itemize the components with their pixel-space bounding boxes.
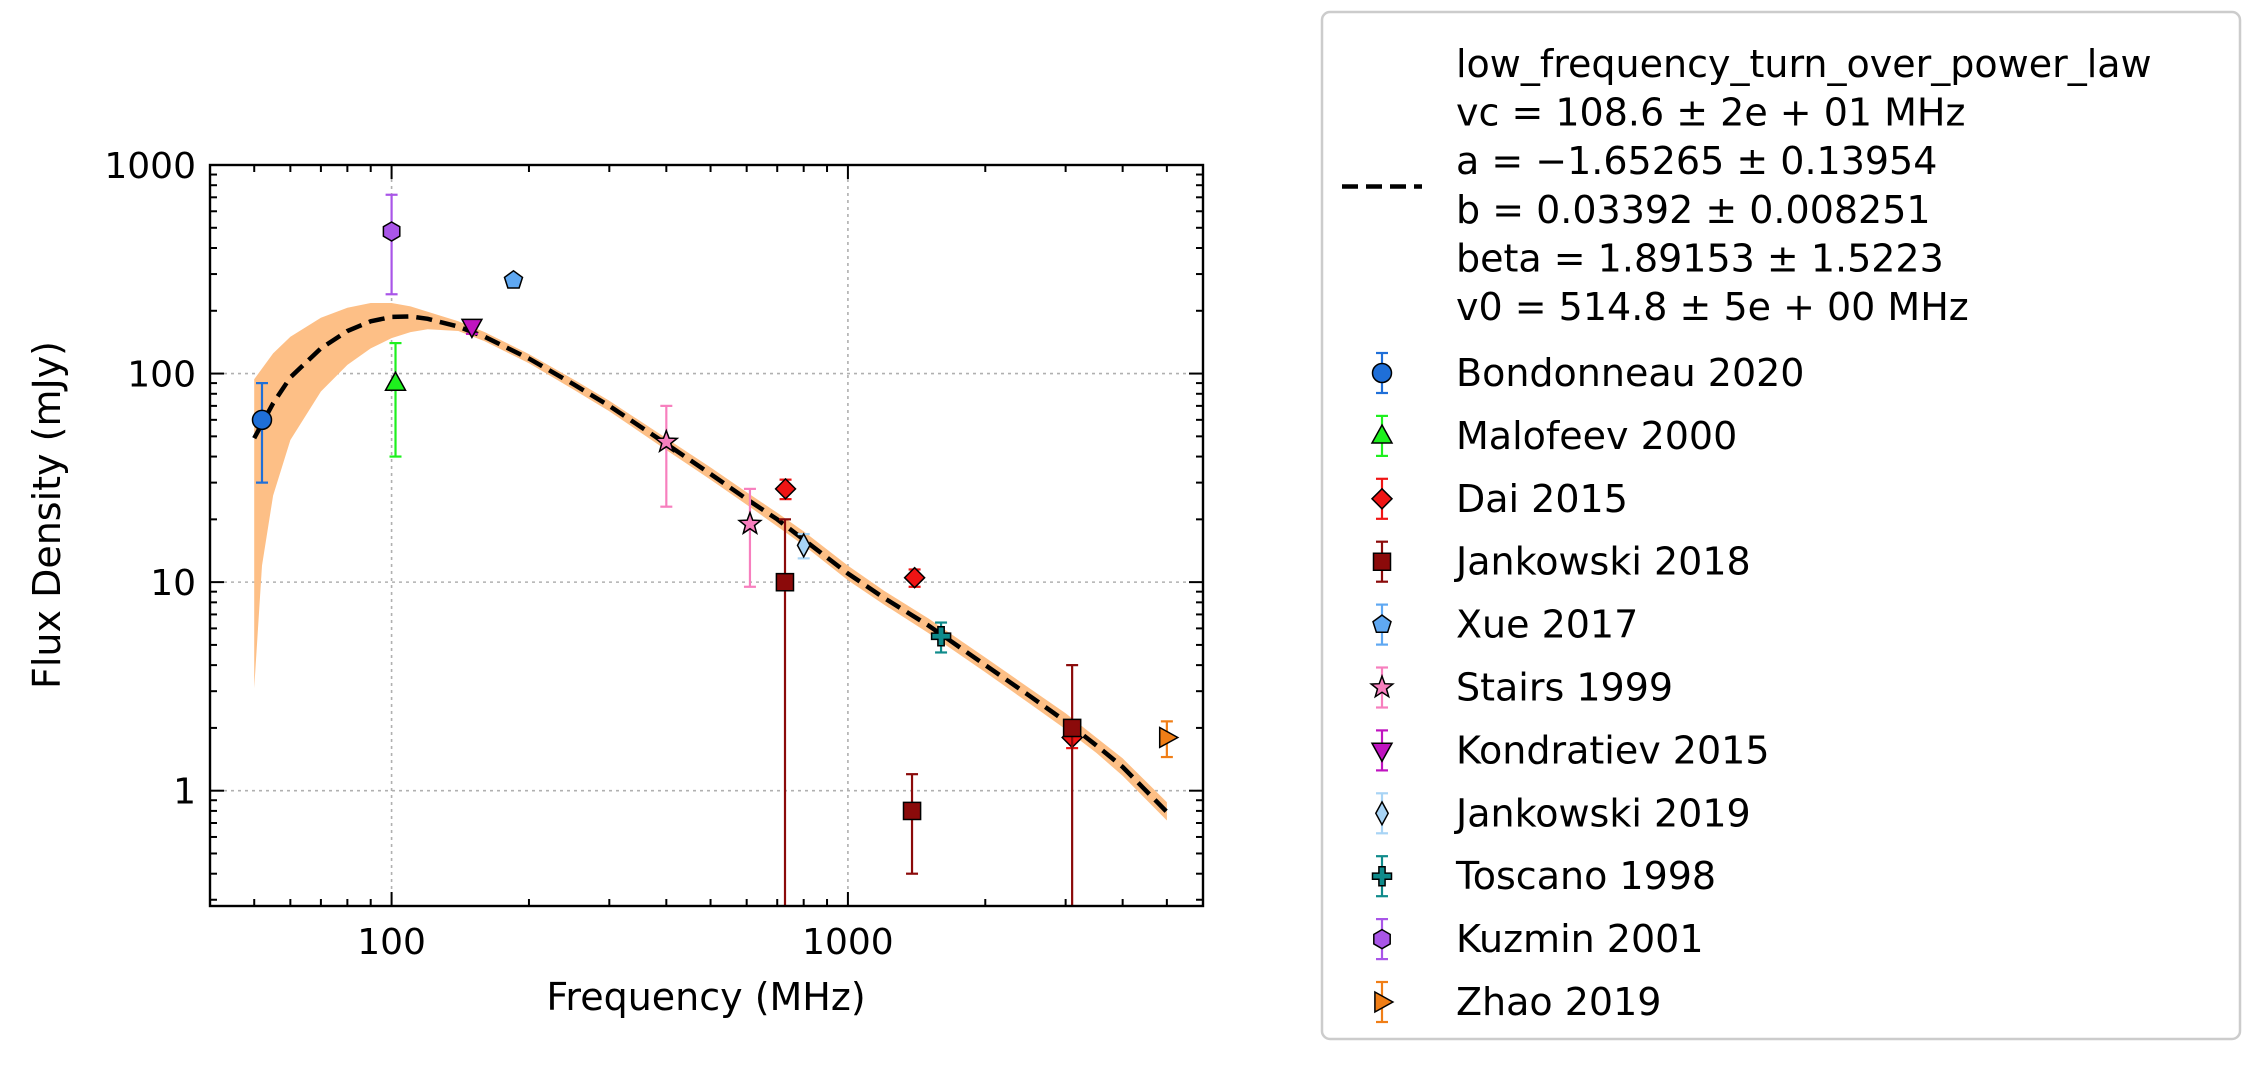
data-point-toscano-1998 — [930, 626, 952, 647]
legend-label-zhao-2019: Zhao 2019 — [1456, 980, 1661, 1024]
legend-label-dai-2015: Dai 2015 — [1456, 477, 1628, 521]
x-axis-label: Frequency (MHz) — [546, 975, 865, 1019]
data-point-kuzmin-2001 — [382, 221, 401, 242]
legend-marker-malofeev-2000 — [1370, 423, 1394, 444]
x-tick-label: 100 — [357, 922, 426, 963]
data-point-dai-2015 — [903, 566, 926, 589]
data-point-jankowski-2018 — [1062, 718, 1082, 738]
fit-uncertainty-band — [254, 303, 1167, 821]
legend-marker-dai-2015 — [1370, 487, 1394, 510]
data-point-jankowski-2019 — [796, 532, 811, 559]
plot-frame — [208, 163, 1205, 908]
legend-fit-text: v0 = 514.8 ± 5e + 00 MHz — [1456, 285, 1969, 329]
legend-label-kuzmin-2001: Kuzmin 2001 — [1456, 917, 1704, 961]
legend-marker-zhao-2019 — [1374, 990, 1395, 1014]
legend-label-kondratiev-2015: Kondratiev 2015 — [1456, 728, 1770, 772]
data-point-bondonneau-2020 — [251, 409, 273, 431]
data-point-stairs-1999 — [653, 428, 680, 453]
legend-marker-stairs-1999 — [1369, 673, 1395, 699]
legend-marker-kondratiev-2015 — [1370, 742, 1394, 763]
data-point-jankowski-2018 — [775, 572, 795, 592]
data-point-kondratiev-2015 — [460, 318, 484, 340]
legend-fit-text: low_frequency_turn_over_power_law — [1456, 42, 2152, 86]
legend-frame — [1320, 10, 2242, 1041]
grid-lines — [210, 164, 1203, 906]
legend-label-toscano-1998: Toscano 1998 — [1455, 854, 1716, 898]
data-point-xue-2017 — [503, 269, 524, 289]
legend-marker-bondonneau-2020 — [1371, 362, 1393, 384]
legend-marker-jankowski-2019 — [1374, 800, 1390, 827]
data-point-malofeev-2000 — [384, 370, 407, 391]
x-tick-label: 1000 — [802, 922, 894, 963]
legend-fit-text: b = 0.03392 ± 0.008251 — [1456, 188, 1931, 232]
legend-label-stairs-1999: Stairs 1999 — [1456, 666, 1673, 710]
legend-fit-text: beta = 1.89153 ± 1.5223 — [1456, 236, 1944, 280]
data-point-dai-2015 — [774, 477, 797, 500]
legend-fit-text: a = −1.65265 ± 0.13954 — [1456, 139, 1937, 183]
legend-label-bondonneau-2020: Bondonneau 2020 — [1456, 351, 1804, 395]
y-tick-label: 1000 — [104, 146, 196, 187]
legend-label-jankowski-2019: Jankowski 2019 — [1454, 791, 1751, 835]
data-point-zhao-2019 — [1158, 726, 1180, 749]
legend-marker-xue-2017 — [1372, 614, 1392, 634]
legend-marker-kuzmin-2001 — [1373, 928, 1391, 950]
legend-marker-jankowski-2018 — [1372, 552, 1392, 572]
data-point-stairs-1999 — [737, 510, 763, 535]
legend-fit-text: vc = 108.6 ± 2e + 01 MHz — [1456, 91, 1965, 135]
y-tick-label: 1 — [173, 772, 196, 813]
legend-label-jankowski-2018: Jankowski 2018 — [1454, 540, 1751, 584]
y-axis-label: Flux Density (mJy) — [25, 341, 69, 689]
legend-label-xue-2017: Xue 2017 — [1456, 603, 1638, 647]
y-tick-label: 100 — [127, 355, 196, 396]
legend-label-malofeev-2000: Malofeev 2000 — [1456, 414, 1737, 458]
data-point-jankowski-2018 — [902, 801, 922, 821]
fit-curve — [252, 314, 1169, 814]
y-tick-label: 10 — [150, 563, 196, 604]
legend-marker-toscano-1998 — [1371, 865, 1393, 887]
